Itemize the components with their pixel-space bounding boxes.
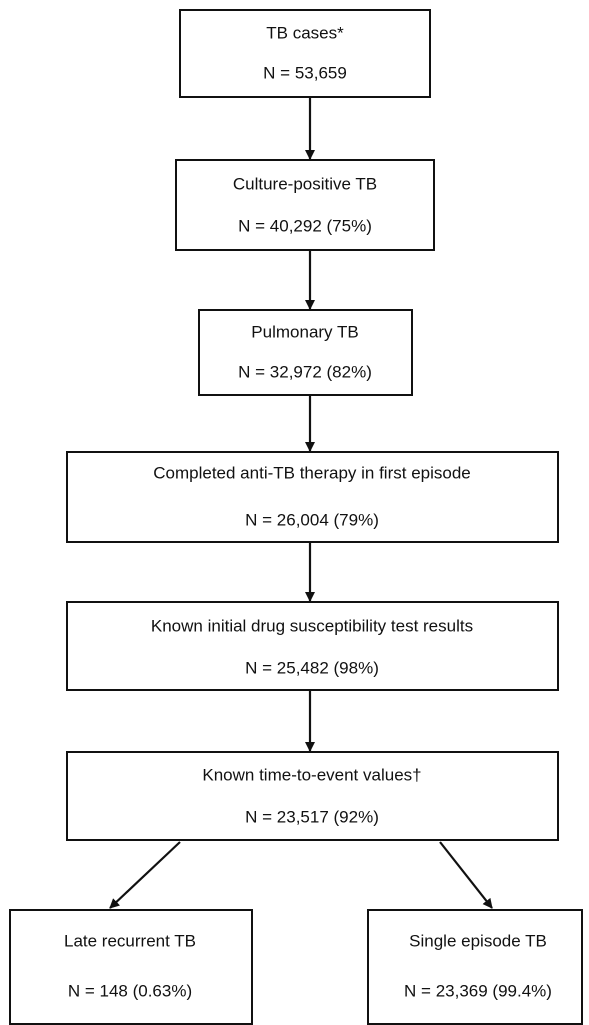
node-label: Single episode TB bbox=[409, 931, 547, 950]
node-count: N = 23,517 (92%) bbox=[245, 807, 379, 826]
node-count: N = 40,292 (75%) bbox=[238, 216, 372, 235]
node-box bbox=[66, 601, 559, 691]
node-box bbox=[175, 159, 435, 251]
node-box bbox=[9, 909, 253, 1025]
node-label: Known initial drug susceptibility test r… bbox=[151, 616, 473, 635]
arrow bbox=[439, 841, 493, 909]
node-count: N = 53,659 bbox=[263, 63, 347, 82]
node-box bbox=[367, 909, 583, 1025]
node-label: Pulmonary TB bbox=[251, 322, 358, 341]
node-count: N = 25,482 (98%) bbox=[245, 658, 379, 677]
node-label: Late recurrent TB bbox=[64, 931, 196, 950]
node-box bbox=[198, 309, 413, 396]
node-box bbox=[179, 9, 431, 98]
node-count: N = 23,369 (99.4%) bbox=[404, 981, 552, 1000]
node-label: TB cases* bbox=[266, 23, 344, 42]
node-label: Culture-positive TB bbox=[233, 174, 377, 193]
arrow bbox=[109, 841, 181, 909]
node-box bbox=[66, 451, 559, 543]
node-count: N = 26,004 (79%) bbox=[245, 510, 379, 529]
node-label: Known time-to-event values† bbox=[202, 765, 421, 784]
node-count: N = 32,972 (82%) bbox=[238, 362, 372, 381]
node-count: N = 148 (0.63%) bbox=[68, 981, 192, 1000]
node-label: Completed anti-TB therapy in first episo… bbox=[153, 463, 471, 482]
node-box bbox=[66, 751, 559, 841]
